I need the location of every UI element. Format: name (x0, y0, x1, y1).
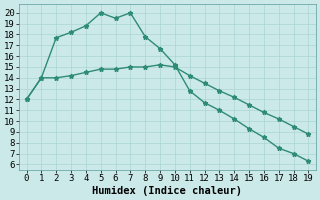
X-axis label: Humidex (Indice chaleur): Humidex (Indice chaleur) (92, 186, 243, 196)
